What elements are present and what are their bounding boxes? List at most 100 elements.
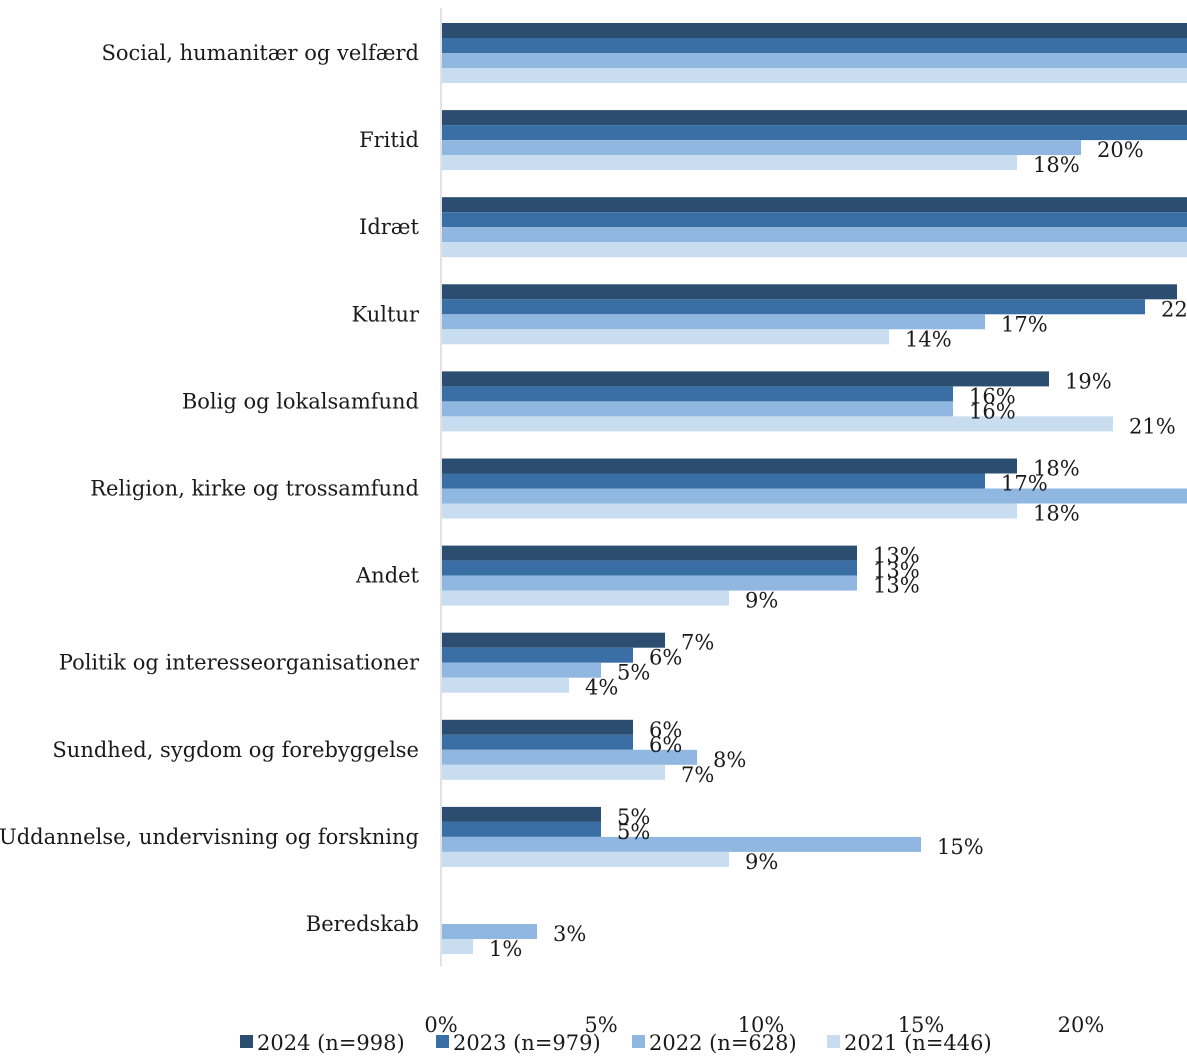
data-label: 5%: [617, 820, 650, 844]
bar: [442, 329, 889, 345]
legend-label: 2023 (n=979): [453, 1031, 601, 1055]
legend-swatch: [827, 1035, 840, 1048]
data-label: 18%: [1033, 153, 1080, 177]
data-label: 1%: [489, 937, 522, 961]
data-label: 18%: [1033, 502, 1080, 526]
bar: [442, 110, 1187, 126]
data-label: 9%: [745, 850, 778, 874]
data-label: 18%: [1033, 457, 1080, 481]
legend-label: 2024 (n=998): [257, 1031, 405, 1055]
bar: [442, 836, 921, 852]
bar: [442, 719, 633, 735]
bar: [442, 53, 1187, 68]
bar: [442, 488, 1187, 504]
data-label: 3%: [553, 922, 586, 946]
bar: [442, 749, 697, 765]
data-label: 6%: [649, 718, 682, 742]
bar: [442, 647, 633, 663]
category-label: Beredskab: [306, 912, 419, 936]
bar: [442, 371, 1049, 387]
bar: [442, 632, 665, 648]
data-label: 6%: [649, 646, 682, 670]
data-label: 15%: [937, 835, 984, 859]
data-label: 16%: [969, 399, 1016, 423]
bar: [442, 140, 1081, 156]
bar: [442, 924, 537, 939]
data-label: 13%: [873, 559, 920, 583]
category-label: Sundhed, sygdom og forebyggelse: [52, 738, 419, 762]
bar: [442, 560, 857, 576]
legend-swatch: [240, 1035, 253, 1048]
bar: [442, 212, 1187, 228]
legend: 2024 (n=998) 2023 (n=979) 2022 (n=628) 2021…: [240, 1031, 992, 1055]
bar: [442, 284, 1177, 300]
bar: [442, 125, 1187, 141]
data-label: 6%: [649, 733, 682, 757]
bar: [442, 851, 729, 867]
bar: [442, 806, 601, 822]
bar: [442, 662, 601, 678]
bar: [442, 503, 1017, 519]
category-labels-layer: Social, humanitær og velfærd Fritid Idræt K…: [0, 41, 420, 936]
data-label: 9%: [745, 589, 778, 613]
legend-swatch: [632, 1035, 645, 1048]
x-axis: 0%5%10%15%20%25%30%35%40%45%: [424, 8, 1105, 1037]
data-label: 5%: [617, 805, 650, 829]
bar: [442, 677, 569, 693]
bar: [442, 68, 1187, 83]
category-label: Politik og interesseorganisationer: [59, 651, 420, 675]
bar: [442, 314, 985, 330]
category-label: Andet: [355, 564, 420, 588]
bars-layer: [442, 23, 1187, 954]
data-label: 21%: [1129, 414, 1176, 438]
bar: [442, 939, 473, 954]
bar: [442, 590, 729, 606]
data-label: 7%: [681, 631, 714, 655]
data-labels-layer: 36%31%40%29%36%31%20%18%33%31%29%28%23%2…: [489, 138, 1187, 961]
data-label: 17%: [1001, 472, 1048, 496]
bar: [442, 458, 1017, 474]
category-label: Idræt: [359, 215, 420, 239]
x-tick-label: 20%: [1058, 1013, 1105, 1037]
data-label: 13%: [873, 544, 920, 568]
data-label: 22%: [1161, 297, 1187, 321]
bar: [442, 242, 1187, 258]
data-label: 7%: [681, 763, 714, 787]
bar: [442, 764, 665, 780]
bar: [442, 227, 1187, 243]
bar: [442, 38, 1187, 53]
bar: [442, 821, 601, 837]
legend-swatch: [436, 1035, 449, 1048]
category-label: Fritid: [359, 128, 419, 152]
bar: [442, 473, 985, 489]
bar: [442, 23, 1187, 38]
bar: [442, 734, 633, 750]
category-label: Bolig og lokalsamfund: [182, 389, 419, 413]
data-label: 20%: [1097, 138, 1144, 162]
data-label: 13%: [873, 574, 920, 598]
x-tick-label: 10%: [738, 1013, 785, 1037]
data-label: 4%: [585, 676, 618, 700]
category-label: Religion, kirke og trossamfund: [90, 477, 419, 501]
data-label: 5%: [617, 661, 650, 685]
data-label: 14%: [905, 327, 952, 351]
bar: [442, 155, 1017, 171]
category-label: Kultur: [352, 302, 420, 326]
bar: [442, 545, 857, 561]
bar: [442, 299, 1145, 315]
data-label: 19%: [1065, 369, 1112, 393]
legend-label: 2022 (n=628): [649, 1031, 797, 1055]
bar: [442, 575, 857, 591]
legend-label: 2021 (n=446): [844, 1031, 992, 1055]
bar: [442, 401, 953, 417]
x-tick-label: 15%: [898, 1013, 945, 1037]
category-label: Uddannelse, undervisning og forskning: [0, 825, 419, 849]
category-label: Social, humanitær og velfærd: [102, 41, 419, 65]
x-tick-label: 5%: [584, 1013, 617, 1037]
bar: [442, 416, 1113, 432]
bar: [442, 386, 953, 402]
data-label: 8%: [713, 748, 746, 772]
x-tick-label: 0%: [424, 1013, 457, 1037]
